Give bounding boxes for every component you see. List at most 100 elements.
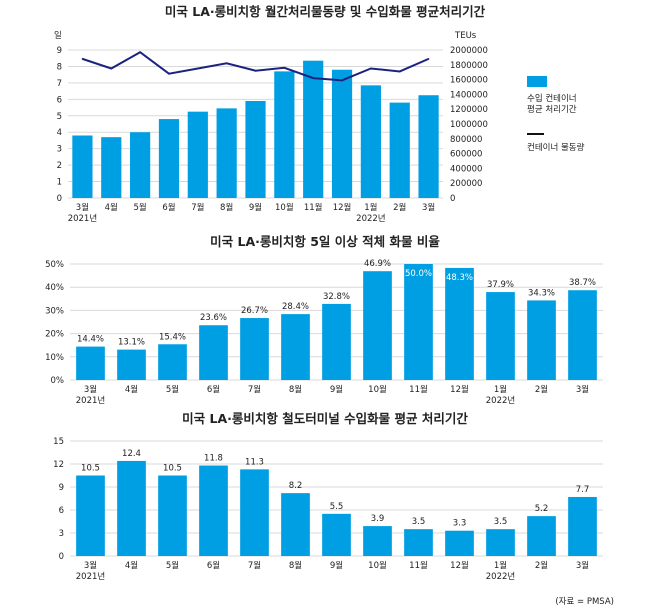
data-label: 3.9 [371,514,385,524]
x-tick-label: 5월 [133,202,146,213]
x-tick-label: 12월 [450,560,469,571]
bar [486,529,515,556]
y-tick-label: 7 [57,79,62,89]
bar [322,513,351,556]
y-tick-label: 3 [57,145,62,155]
data-label: 38.7% [569,278,596,288]
y-tick-label: 9 [57,46,62,56]
right-tick-label: 2000000 [450,46,488,56]
data-label: 11.8 [204,454,223,464]
y-tick-label: 40% [45,283,64,293]
bar [445,530,474,556]
legend-bar-swatch [527,76,547,87]
data-label: 8.2 [289,481,303,491]
bar [404,529,433,556]
data-label: 10.5 [163,464,182,474]
x-tick-label: 8월 [220,202,233,213]
bar [245,100,266,198]
year-label: 2022년 [356,213,385,224]
line-point [225,62,228,65]
bar [117,460,146,556]
bar [199,325,228,380]
bar [117,349,146,380]
left-axis-label: 일 [54,31,62,41]
bar [281,493,310,556]
bar [130,132,151,198]
data-label: 23.6% [200,313,227,323]
y-tick-label: 30% [45,306,64,316]
legend-line-label: 컨테이너 물동량 [527,142,585,153]
year-label: 2021년 [76,571,105,582]
bar [363,271,392,380]
right-axis-label: TEUs [454,31,477,41]
x-tick-label: 6월 [162,202,175,213]
x-tick-label: 5월 [166,560,179,571]
right-tick-label: 1200000 [450,105,488,115]
line-point [254,69,257,72]
y-tick-label: 9 [59,483,64,493]
line-point [427,58,430,60]
x-tick-label: 3월 [84,384,97,395]
x-tick-label: 6월 [207,560,220,571]
chart-title: 미국 LA·롱비치항 월간처리물동량 및 수입화물 평균처리기간 [165,4,486,19]
data-label: 32.8% [323,292,350,302]
line-point [81,58,84,60]
data-label: 7.7 [576,485,590,495]
y-tick-label: 5 [57,112,62,122]
x-tick-label: 3월 [422,202,435,213]
data-label: 3.5 [494,517,508,527]
bar [360,85,381,198]
bar [322,303,351,380]
x-tick-label: 12월 [450,384,469,395]
y-tick-label: 4 [57,128,62,138]
x-tick-label: 8월 [289,384,302,395]
x-tick-label: 1월 [494,384,507,395]
x-tick-label: 3월 [576,384,589,395]
x-tick-label: 4월 [125,560,138,571]
data-label: 46.9% [364,259,391,269]
y-tick-label: 15 [53,437,64,447]
data-label: 37.9% [487,280,514,290]
bar [274,71,295,198]
y-tick-label: 12 [53,460,64,470]
x-tick-label: 3월 [76,202,89,213]
line-point [370,67,372,70]
year-label: 2021년 [76,395,105,406]
data-label: 13.1% [118,338,145,348]
line-point [283,66,286,69]
bar [527,300,556,380]
x-tick-label: 11월 [409,560,428,571]
y-tick-label: 3 [59,529,64,539]
data-label: 5.2 [535,504,549,514]
bar [418,95,439,198]
right-tick-label: 1600000 [450,76,488,86]
y-tick-label: 0 [57,194,62,204]
x-tick-label: 9월 [330,384,343,395]
data-label: 48.3% [446,273,473,283]
x-tick-label: 4월 [105,202,118,213]
bar [389,102,410,198]
y-tick-label: 0 [59,552,64,562]
bar [445,267,474,380]
line-point [197,67,199,70]
x-tick-label: 10월 [368,384,387,395]
x-tick-label: 9월 [249,202,262,213]
bar [101,137,122,198]
x-tick-label: 11월 [409,384,428,395]
bar [568,290,597,380]
right-tick-label: 1800000 [450,61,488,71]
bar [404,264,433,380]
year-label: 2021년 [68,213,97,224]
y-tick-label: 1 [57,178,62,188]
right-tick-label: 1400000 [450,90,488,100]
y-tick-label: 10% [45,353,64,363]
year-label: 2022년 [486,571,515,582]
data-label: 50.0% [405,269,432,279]
bar [158,344,187,380]
bar [72,135,93,198]
data-label: 28.4% [282,302,309,312]
legend-bar-label: 평균 처리기간 [527,104,577,115]
bar [363,526,392,556]
bar [158,475,187,556]
